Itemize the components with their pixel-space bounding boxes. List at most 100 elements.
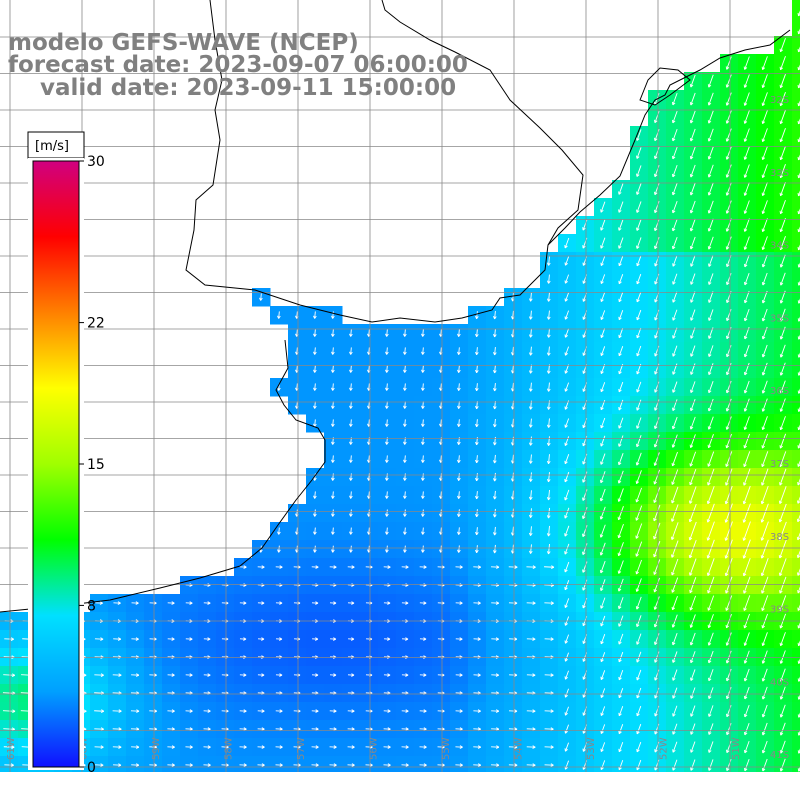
wind-arrow	[780, 758, 786, 772]
wind-arrow-head	[530, 550, 533, 554]
wind-arrow	[744, 686, 750, 700]
wind-arrow-head	[423, 763, 427, 766]
wind-arrow	[707, 576, 715, 594]
wind-arrow	[368, 419, 370, 427]
wind-arrow-head	[744, 372, 748, 376]
wind-arrow-head	[708, 390, 712, 394]
field-cell	[450, 756, 469, 772]
wind-arrow-head	[565, 389, 568, 392]
wind-arrow-head	[333, 601, 337, 604]
wind-arrow-head	[564, 515, 568, 519]
wind-arrow	[564, 634, 570, 644]
wind-arrow-head	[725, 573, 729, 577]
wind-arrow	[314, 383, 316, 391]
wind-arrow-head	[564, 461, 568, 465]
wind-arrow-head	[548, 461, 551, 465]
wind-arrow	[762, 758, 768, 772]
wind-arrow	[743, 468, 751, 486]
wind-arrow-head	[459, 709, 463, 712]
wind-arrow	[618, 669, 624, 681]
wind-arrow-head	[495, 637, 499, 640]
wind-arrow-head	[582, 570, 586, 573]
wind-arrow	[278, 527, 280, 535]
wind-arrow	[386, 401, 388, 409]
wind-arrow	[440, 545, 442, 553]
wind-arrow	[512, 382, 514, 392]
wind-arrow-head	[708, 660, 712, 664]
wind-arrow-head	[726, 300, 730, 304]
wind-arrow-head	[476, 388, 479, 392]
wind-arrow-head	[672, 174, 676, 178]
wind-arrow	[422, 509, 424, 517]
wind-arrow-head	[494, 388, 497, 392]
coastline-uruguay-brazil	[185, 0, 584, 323]
wind-arrow-head	[762, 409, 766, 412]
wind-arrow-head	[514, 565, 518, 568]
wind-arrow	[690, 741, 696, 753]
wind-arrow-head	[653, 518, 657, 522]
wind-arrow-head	[690, 354, 694, 357]
wind-arrow-head	[762, 121, 766, 124]
colorbar-tick-label: 30	[87, 154, 105, 170]
wind-arrow	[744, 362, 750, 376]
wind-arrow	[636, 669, 642, 681]
wind-arrow-head	[671, 519, 675, 522]
wind-arrow	[635, 505, 643, 521]
wind-arrow	[548, 346, 550, 356]
wind-arrow-head	[726, 139, 730, 142]
wind-arrow-head	[761, 573, 765, 577]
wind-arrow-head	[654, 317, 658, 321]
wind-arrow	[725, 503, 733, 523]
wind-arrow-head	[548, 388, 551, 392]
wind-arrow	[512, 544, 514, 554]
wind-arrow-head	[779, 482, 783, 486]
wind-arrow-head	[654, 624, 658, 628]
wind-arrow-head	[690, 84, 694, 88]
wind-arrow	[672, 651, 678, 663]
lat-lon-grid: 32S33S34S35S36S37S38S39S40S41S61W60W59W5…	[0, 0, 800, 772]
wind-arrow-head	[654, 767, 658, 771]
wind-arrow	[762, 164, 768, 178]
wind-arrow-head	[477, 727, 481, 730]
wind-arrow-head	[671, 590, 675, 593]
wind-arrow	[690, 164, 696, 178]
wind-arrow	[494, 364, 496, 374]
wind-arrow-head	[350, 441, 353, 445]
wind-arrow-head	[494, 424, 497, 428]
wind-arrow-head	[261, 565, 265, 568]
wind-arrow	[350, 509, 352, 517]
wind-arrow-head	[708, 714, 712, 717]
wind-arrow-head	[496, 565, 500, 568]
wind-arrow	[565, 688, 569, 698]
wind-arrow	[600, 274, 606, 284]
wind-arrow	[618, 453, 624, 465]
wind-arrow	[780, 164, 786, 178]
wind-arrow-head	[780, 625, 783, 629]
wind-arrow	[278, 545, 280, 553]
wind-arrow	[636, 559, 642, 575]
wind-arrow-head	[423, 673, 427, 676]
wind-arrow	[690, 416, 696, 430]
wind-arrow-head	[422, 495, 425, 499]
wind-arrow	[332, 383, 334, 391]
wind-arrow-head	[690, 390, 694, 393]
wind-arrow-head	[744, 643, 748, 646]
wind-arrow-head	[690, 156, 694, 160]
wind-arrow	[530, 526, 532, 536]
wind-arrow-head	[618, 571, 622, 574]
wind-arrow-head	[601, 713, 604, 716]
wind-arrow-head	[583, 677, 586, 680]
wind-arrow	[671, 522, 679, 540]
wind-arrow-head	[477, 655, 481, 658]
wind-arrow-head	[762, 625, 765, 629]
wind-arrow	[618, 435, 624, 447]
wind-arrow-head	[117, 601, 121, 604]
field-cell	[360, 756, 379, 772]
wind-arrow-head	[708, 246, 712, 250]
wind-arrow-head	[726, 390, 730, 394]
wind-arrow-head	[332, 531, 335, 535]
wind-arrow	[440, 419, 442, 427]
field-cell	[792, 18, 800, 37]
wind-arrow	[798, 154, 800, 161]
